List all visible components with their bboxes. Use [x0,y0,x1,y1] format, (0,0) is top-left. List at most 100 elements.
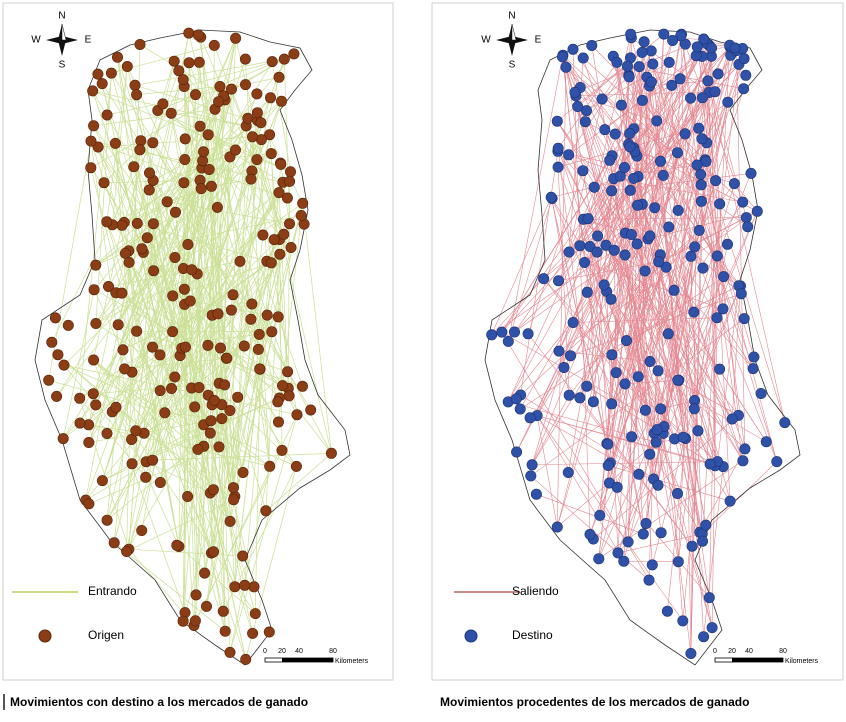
market-point [626,432,636,442]
market-point [738,84,748,94]
market-point [730,43,740,53]
market-point [88,355,98,365]
market-point [228,290,238,300]
market-point [167,326,177,336]
market-point [641,518,651,528]
market-point [141,472,151,482]
market-point [239,341,249,351]
market-point [155,477,165,487]
market-point [673,205,683,215]
market-point [552,522,562,532]
market-point [725,496,735,506]
market-point [198,147,208,157]
market-point [656,528,666,538]
market-point [697,134,707,144]
market-point [137,244,147,254]
market-point [230,145,240,155]
compass-label: S [509,60,516,71]
market-point [102,428,112,438]
market-point [606,186,616,196]
market-point [570,87,580,97]
compass-label: N [508,11,515,22]
market-point [599,280,609,290]
market-point [697,93,707,103]
market-point [575,393,585,403]
scale-label: 80 [779,648,787,655]
market-point [296,210,306,220]
market-point [557,52,567,62]
market-point [102,110,112,120]
market-point [266,148,276,158]
market-point [291,461,301,471]
market-point [174,66,184,76]
market-point [739,53,749,63]
market-point [648,59,658,69]
market-point [131,426,141,436]
market-point [130,80,140,90]
market-point [741,212,751,222]
market-point [748,363,758,373]
market-point [603,439,613,449]
market-point [144,168,154,178]
market-point [228,495,238,505]
market-point [113,320,123,330]
market-point [653,366,663,376]
market-point [727,414,737,424]
market-point [692,160,702,170]
market-point [289,49,299,59]
market-point [523,329,533,339]
compass-label: E [85,35,92,46]
market-point [594,554,604,564]
market-point [215,343,225,353]
market-point [284,391,294,401]
market-point [740,444,750,454]
market-point [736,289,746,299]
market-point [240,580,250,590]
market-point [637,95,647,105]
market-point [624,72,634,82]
market-point [718,271,728,281]
market-point [194,382,204,392]
market-point [634,61,644,71]
market-point [619,556,629,566]
market-point [539,273,549,283]
market-point [247,628,257,638]
market-point [678,432,688,442]
market-point [546,192,556,202]
market-point [659,29,669,39]
market-point [527,460,537,470]
compass-label: W [481,35,491,46]
market-point [780,417,790,427]
legend-label: Destino [512,628,553,642]
market-point [180,134,190,144]
market-point [132,218,142,228]
market-point [88,389,98,399]
market-point [97,78,107,88]
market-point [738,197,748,207]
market-point [587,40,597,50]
market-point [129,162,139,172]
market-point [233,392,243,402]
market-point [267,327,277,337]
market-point [692,42,702,52]
market-point [44,375,54,385]
market-point [222,353,232,363]
market-point [273,312,283,322]
market-point [117,220,127,230]
market-point [213,97,223,107]
market-point [662,606,672,616]
market-point [658,170,668,180]
market-point [208,485,218,495]
market-point [218,606,228,616]
market-point [749,352,759,362]
market-point [230,582,240,592]
scale-label: 0 [713,648,717,655]
market-point [619,162,629,172]
market-point [698,632,708,642]
scale-bar [749,658,783,662]
market-point [711,175,721,185]
market-point [597,94,607,104]
scale-unit: Kilometers [785,658,819,665]
market-point [634,469,644,479]
market-point [703,76,713,86]
